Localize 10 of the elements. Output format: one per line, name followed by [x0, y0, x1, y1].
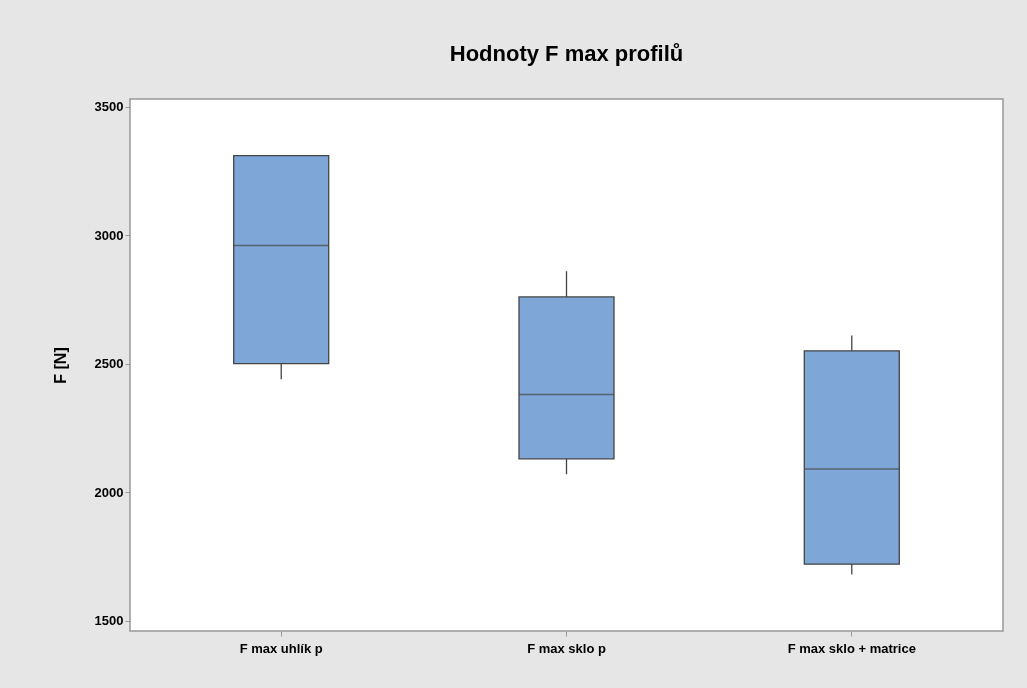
- x-tick-label: F max sklo p: [527, 640, 606, 656]
- y-axis-title: F [N]: [51, 347, 69, 384]
- x-tick-label: F max sklo + matrice: [787, 640, 916, 656]
- chart-title: Hodnoty F max profilů: [449, 41, 684, 66]
- y-tick-label: 2000: [94, 484, 124, 500]
- y-tick-label: 1500: [94, 613, 124, 629]
- y-tick-label: 3500: [94, 99, 124, 115]
- y-tick-label: 3000: [94, 227, 124, 243]
- y-tick-label: 2500: [94, 356, 124, 372]
- x-tick-label: F max uhlík p: [239, 640, 323, 656]
